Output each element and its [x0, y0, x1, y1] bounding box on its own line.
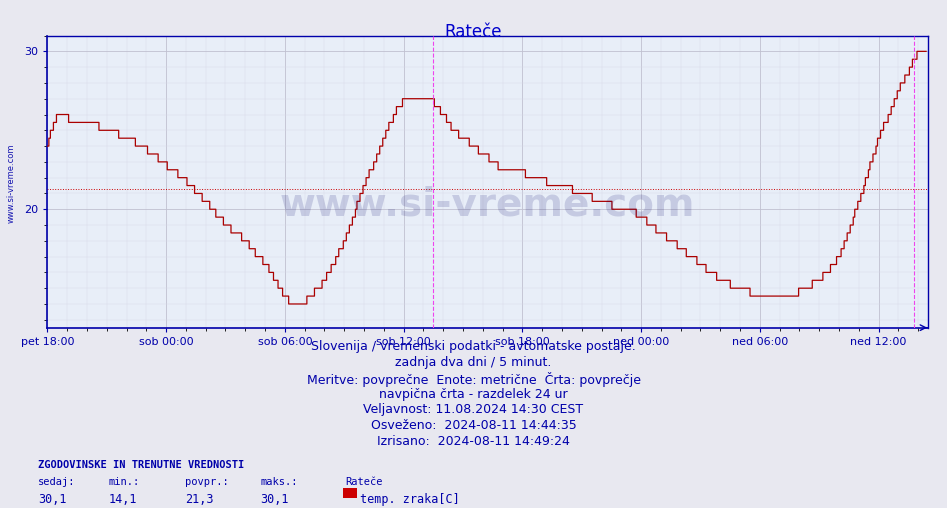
Text: 14,1: 14,1 — [109, 493, 137, 506]
Text: zadnja dva dni / 5 minut.: zadnja dva dni / 5 minut. — [395, 356, 552, 369]
Text: Meritve: povprečne  Enote: metrične  Črta: povprečje: Meritve: povprečne Enote: metrične Črta:… — [307, 372, 640, 387]
Text: Osveženo:  2024-08-11 14:44:35: Osveženo: 2024-08-11 14:44:35 — [370, 419, 577, 432]
Text: www.si-vreme.com: www.si-vreme.com — [7, 143, 16, 223]
Text: www.si-vreme.com: www.si-vreme.com — [280, 186, 695, 224]
Text: navpična črta - razdelek 24 ur: navpična črta - razdelek 24 ur — [379, 388, 568, 401]
Text: 30,1: 30,1 — [38, 493, 66, 506]
Text: min.:: min.: — [109, 477, 140, 487]
Text: sedaj:: sedaj: — [38, 477, 76, 487]
Text: Izrisano:  2024-08-11 14:49:24: Izrisano: 2024-08-11 14:49:24 — [377, 435, 570, 448]
Text: Rateče: Rateče — [346, 477, 384, 487]
Text: Slovenija / vremenski podatki - avtomatske postaje.: Slovenija / vremenski podatki - avtomats… — [312, 340, 635, 354]
Text: temp. zraka[C]: temp. zraka[C] — [360, 493, 459, 506]
Text: Rateče: Rateče — [445, 23, 502, 41]
Text: maks.:: maks.: — [260, 477, 298, 487]
Text: ZGODOVINSKE IN TRENUTNE VREDNOSTI: ZGODOVINSKE IN TRENUTNE VREDNOSTI — [38, 460, 244, 470]
Text: 30,1: 30,1 — [260, 493, 289, 506]
Text: 21,3: 21,3 — [185, 493, 213, 506]
Text: povpr.:: povpr.: — [185, 477, 228, 487]
Text: Veljavnost: 11.08.2024 14:30 CEST: Veljavnost: 11.08.2024 14:30 CEST — [364, 403, 583, 417]
